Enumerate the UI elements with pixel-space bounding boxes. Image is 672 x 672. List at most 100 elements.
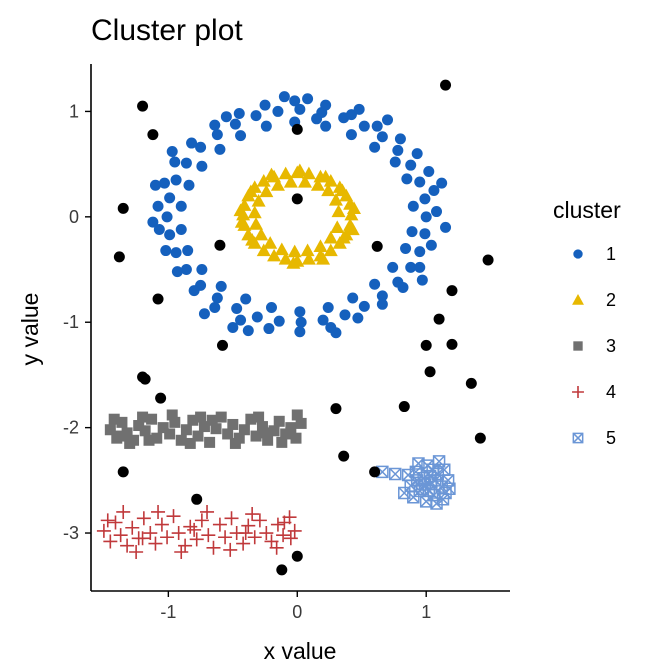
cluster-2-point [245, 233, 260, 246]
cluster-1-point [272, 105, 284, 117]
cluster-1-point [263, 323, 275, 335]
cluster-2-point [256, 243, 271, 257]
cluster-3-point [295, 417, 307, 429]
cluster-1-point [358, 120, 370, 132]
cluster-4-point [283, 531, 298, 546]
legend-marker-5 [572, 432, 584, 444]
cluster-1-point [231, 303, 243, 315]
cluster-4-point [247, 530, 262, 545]
cluster-1-point [229, 118, 241, 130]
plot-area [96, 79, 494, 576]
cluster-4-point [113, 528, 128, 543]
cluster-1-point [171, 266, 183, 278]
noise-point [338, 450, 350, 462]
cluster-2-point [274, 242, 289, 256]
cluster-3-point [184, 437, 196, 449]
cluster-2-point [318, 169, 333, 183]
cluster-1-point [414, 261, 426, 273]
cluster-2-point [335, 183, 350, 197]
cluster-4-point [108, 515, 123, 530]
cluster-4-point [276, 528, 291, 543]
cluster-1-point [407, 200, 419, 212]
cluster-4-point [287, 523, 302, 538]
cluster-3-point [215, 411, 227, 423]
cluster-2-point [278, 166, 293, 180]
cluster-3-point [113, 430, 125, 442]
cluster-4-point [189, 532, 204, 547]
cluster-1-point [209, 301, 221, 313]
cluster-2-point [267, 248, 282, 262]
cluster-2-point [270, 178, 285, 191]
cluster-1-point [214, 143, 226, 155]
cluster-4-point [269, 540, 284, 555]
cluster-3-point [273, 415, 285, 427]
cluster-2-point [300, 243, 315, 257]
cluster-2-point [298, 175, 313, 188]
x-tick-label: 0 [292, 602, 302, 622]
cluster-3-point [124, 437, 136, 449]
cluster-4-point [238, 526, 253, 541]
legend-marker-1 [573, 249, 583, 259]
cluster-3-point [104, 424, 116, 436]
cluster-1-point [198, 308, 210, 320]
cluster-1-point [182, 245, 194, 257]
cluster-1-point [242, 325, 254, 337]
noise-point [113, 251, 125, 263]
cluster-3-point [116, 416, 128, 428]
cluster-4-point [236, 536, 251, 551]
cluster-4-point [160, 530, 175, 545]
cluster-4-point [218, 530, 233, 545]
cluster-1-point [235, 314, 247, 326]
cluster-2-point [233, 203, 248, 217]
cluster-4-point [178, 538, 193, 553]
cluster-3-point [291, 409, 303, 421]
noise-point [446, 338, 458, 350]
cluster-3-point [133, 420, 145, 432]
cluster-1-point [180, 157, 192, 169]
cluster-3-point [290, 432, 302, 444]
cluster-1-point [414, 176, 426, 188]
cluster-2-point [263, 236, 278, 249]
noise-point [482, 254, 494, 266]
cluster-3-point [250, 430, 262, 442]
cluster-3-point [139, 425, 151, 437]
cluster-1-point [152, 200, 164, 212]
cluster-5-point [398, 486, 411, 500]
cluster-3-point [206, 414, 218, 426]
cluster-1-point [240, 293, 252, 305]
axis-ticks: -1 0 1 1 0 -1 -2 -3 [63, 101, 431, 622]
cluster-1-point [289, 95, 301, 107]
noise-point [446, 285, 458, 297]
cluster-1-point [369, 278, 381, 290]
noise-point [147, 129, 159, 141]
cluster-1-point [294, 103, 306, 115]
noise-point [217, 339, 229, 351]
cluster-1-point [419, 193, 431, 205]
cluster-3-point [204, 436, 216, 448]
cluster-4-point [103, 534, 118, 549]
cluster-1-point [295, 316, 307, 328]
cluster-4-point [187, 522, 202, 537]
cluster-4-point [174, 545, 189, 560]
cluster-2-point [243, 184, 258, 198]
cluster-1-point [250, 110, 262, 122]
series-cluster-5 [376, 455, 456, 510]
cluster-4-point [125, 520, 140, 535]
cluster-5-point [428, 474, 442, 487]
legend-label-3: 3 [606, 336, 616, 356]
cluster-4-point [166, 509, 181, 524]
cluster-2-point [336, 230, 351, 244]
noise-point [139, 373, 151, 385]
cluster-2-point [331, 204, 346, 218]
x-axis-title: x value [264, 638, 337, 664]
cluster-1-point [431, 206, 443, 218]
cluster-1-point [170, 174, 182, 186]
cluster-1-point [322, 301, 334, 313]
cluster-4-point [154, 517, 169, 532]
cluster-1-point [196, 160, 208, 172]
y-axis-title: y value [17, 293, 43, 366]
cluster-2-point [321, 183, 336, 197]
cluster-1-point [353, 103, 365, 115]
cluster-1-point [169, 156, 181, 168]
cluster-1-point [369, 141, 381, 153]
